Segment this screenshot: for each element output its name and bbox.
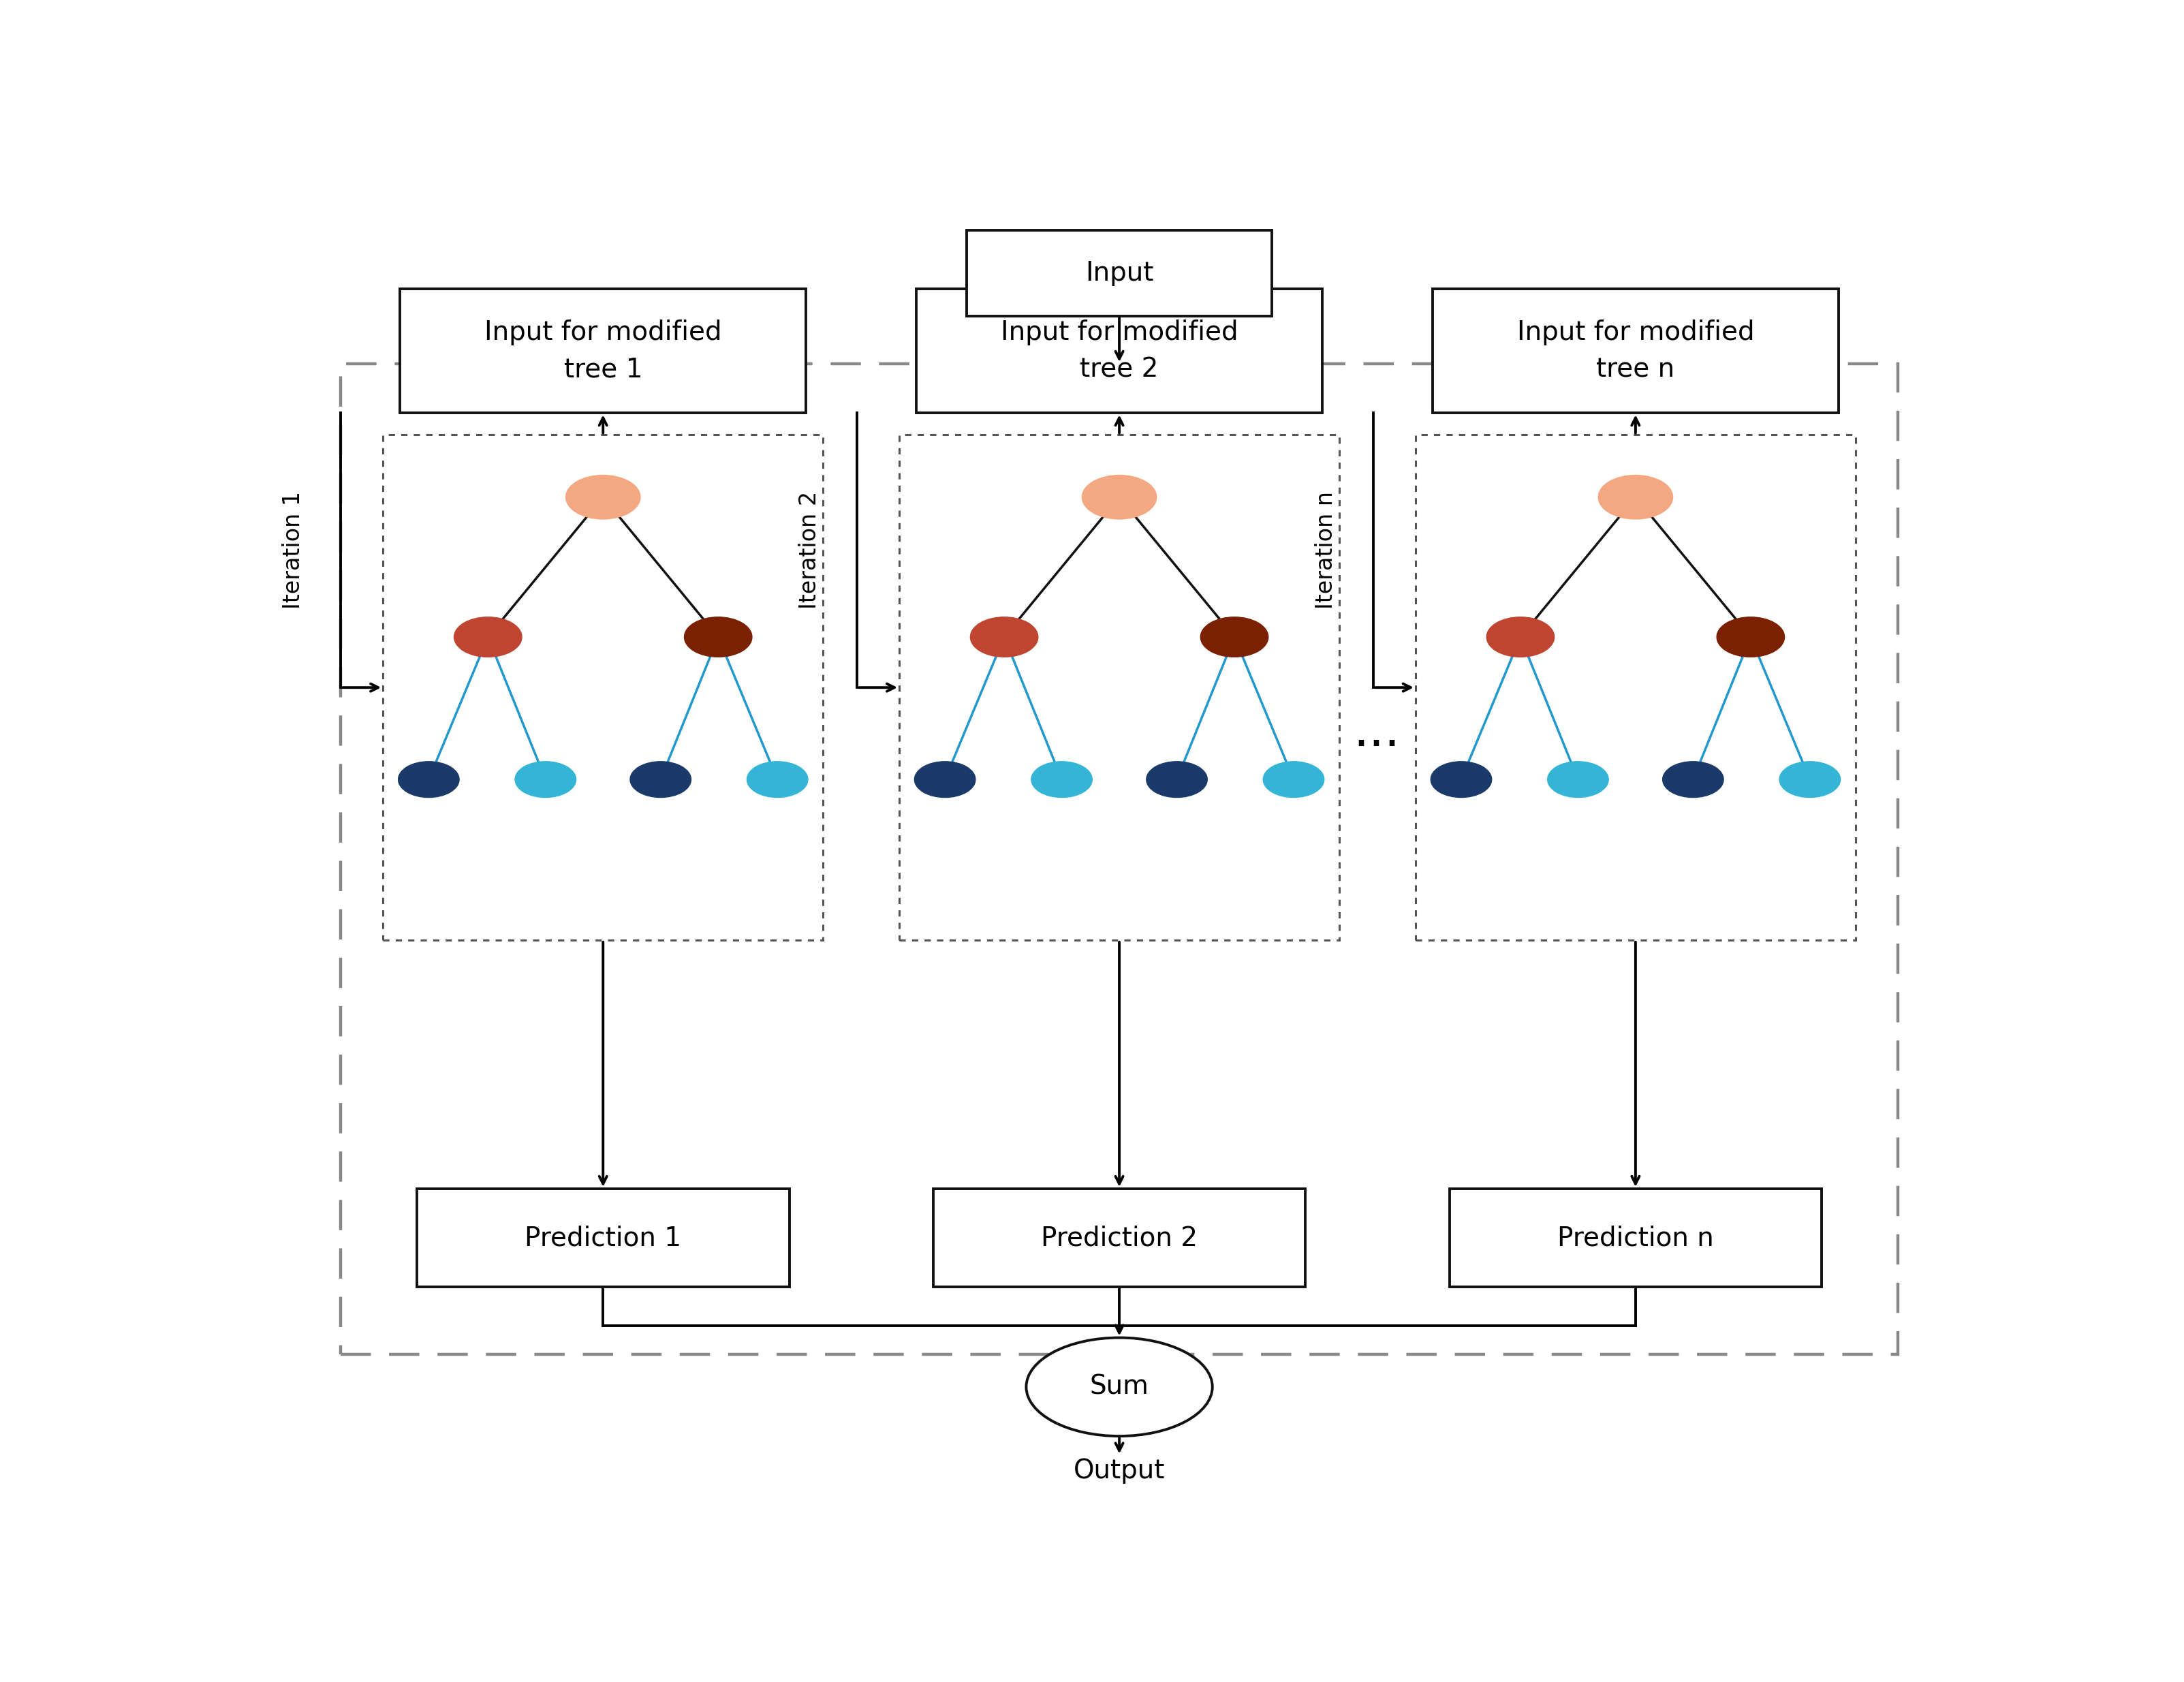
Ellipse shape xyxy=(684,617,751,658)
Text: Iteration n: Iteration n xyxy=(1315,491,1337,609)
Text: Iteration 2: Iteration 2 xyxy=(799,491,821,609)
Text: tree 1: tree 1 xyxy=(563,357,642,382)
Bar xyxy=(341,363,1898,1354)
Ellipse shape xyxy=(454,617,522,658)
Bar xyxy=(417,1189,788,1287)
Text: Input for modified: Input for modified xyxy=(1000,320,1238,345)
Ellipse shape xyxy=(1262,762,1324,797)
Ellipse shape xyxy=(915,762,976,797)
Ellipse shape xyxy=(397,762,459,797)
Text: tree 2: tree 2 xyxy=(1081,357,1158,382)
Text: Input for modified: Input for modified xyxy=(1518,320,1754,345)
Ellipse shape xyxy=(1201,617,1269,658)
Ellipse shape xyxy=(1431,762,1492,797)
Text: Prediction 2: Prediction 2 xyxy=(1042,1224,1197,1251)
Ellipse shape xyxy=(1717,617,1784,658)
Text: Prediction 1: Prediction 1 xyxy=(524,1224,681,1251)
Ellipse shape xyxy=(1548,762,1607,797)
Text: Sum: Sum xyxy=(1090,1374,1149,1399)
Text: ...: ... xyxy=(1354,710,1400,757)
Bar xyxy=(400,289,806,414)
Ellipse shape xyxy=(1147,762,1208,797)
Ellipse shape xyxy=(1031,762,1092,797)
Bar xyxy=(900,436,1339,940)
Bar xyxy=(1450,1189,1821,1287)
Bar xyxy=(382,436,823,940)
Ellipse shape xyxy=(1662,762,1723,797)
Ellipse shape xyxy=(1026,1337,1212,1436)
Text: Input for modified: Input for modified xyxy=(485,320,721,345)
Ellipse shape xyxy=(1780,762,1841,797)
Ellipse shape xyxy=(631,762,690,797)
Ellipse shape xyxy=(566,476,640,520)
Ellipse shape xyxy=(1487,617,1555,658)
Text: Output: Output xyxy=(1075,1458,1164,1484)
Text: Input: Input xyxy=(1085,261,1153,286)
Ellipse shape xyxy=(515,762,577,797)
Text: Prediction n: Prediction n xyxy=(1557,1224,1714,1251)
Ellipse shape xyxy=(1599,476,1673,520)
Bar xyxy=(933,1189,1306,1287)
Text: tree n: tree n xyxy=(1597,357,1675,382)
Bar xyxy=(1433,289,1839,414)
Bar xyxy=(917,289,1321,414)
Ellipse shape xyxy=(747,762,808,797)
Ellipse shape xyxy=(1081,476,1158,520)
Bar xyxy=(1415,436,1856,940)
Text: Iteration 1: Iteration 1 xyxy=(282,491,304,609)
Bar xyxy=(968,230,1271,316)
Ellipse shape xyxy=(970,617,1037,658)
